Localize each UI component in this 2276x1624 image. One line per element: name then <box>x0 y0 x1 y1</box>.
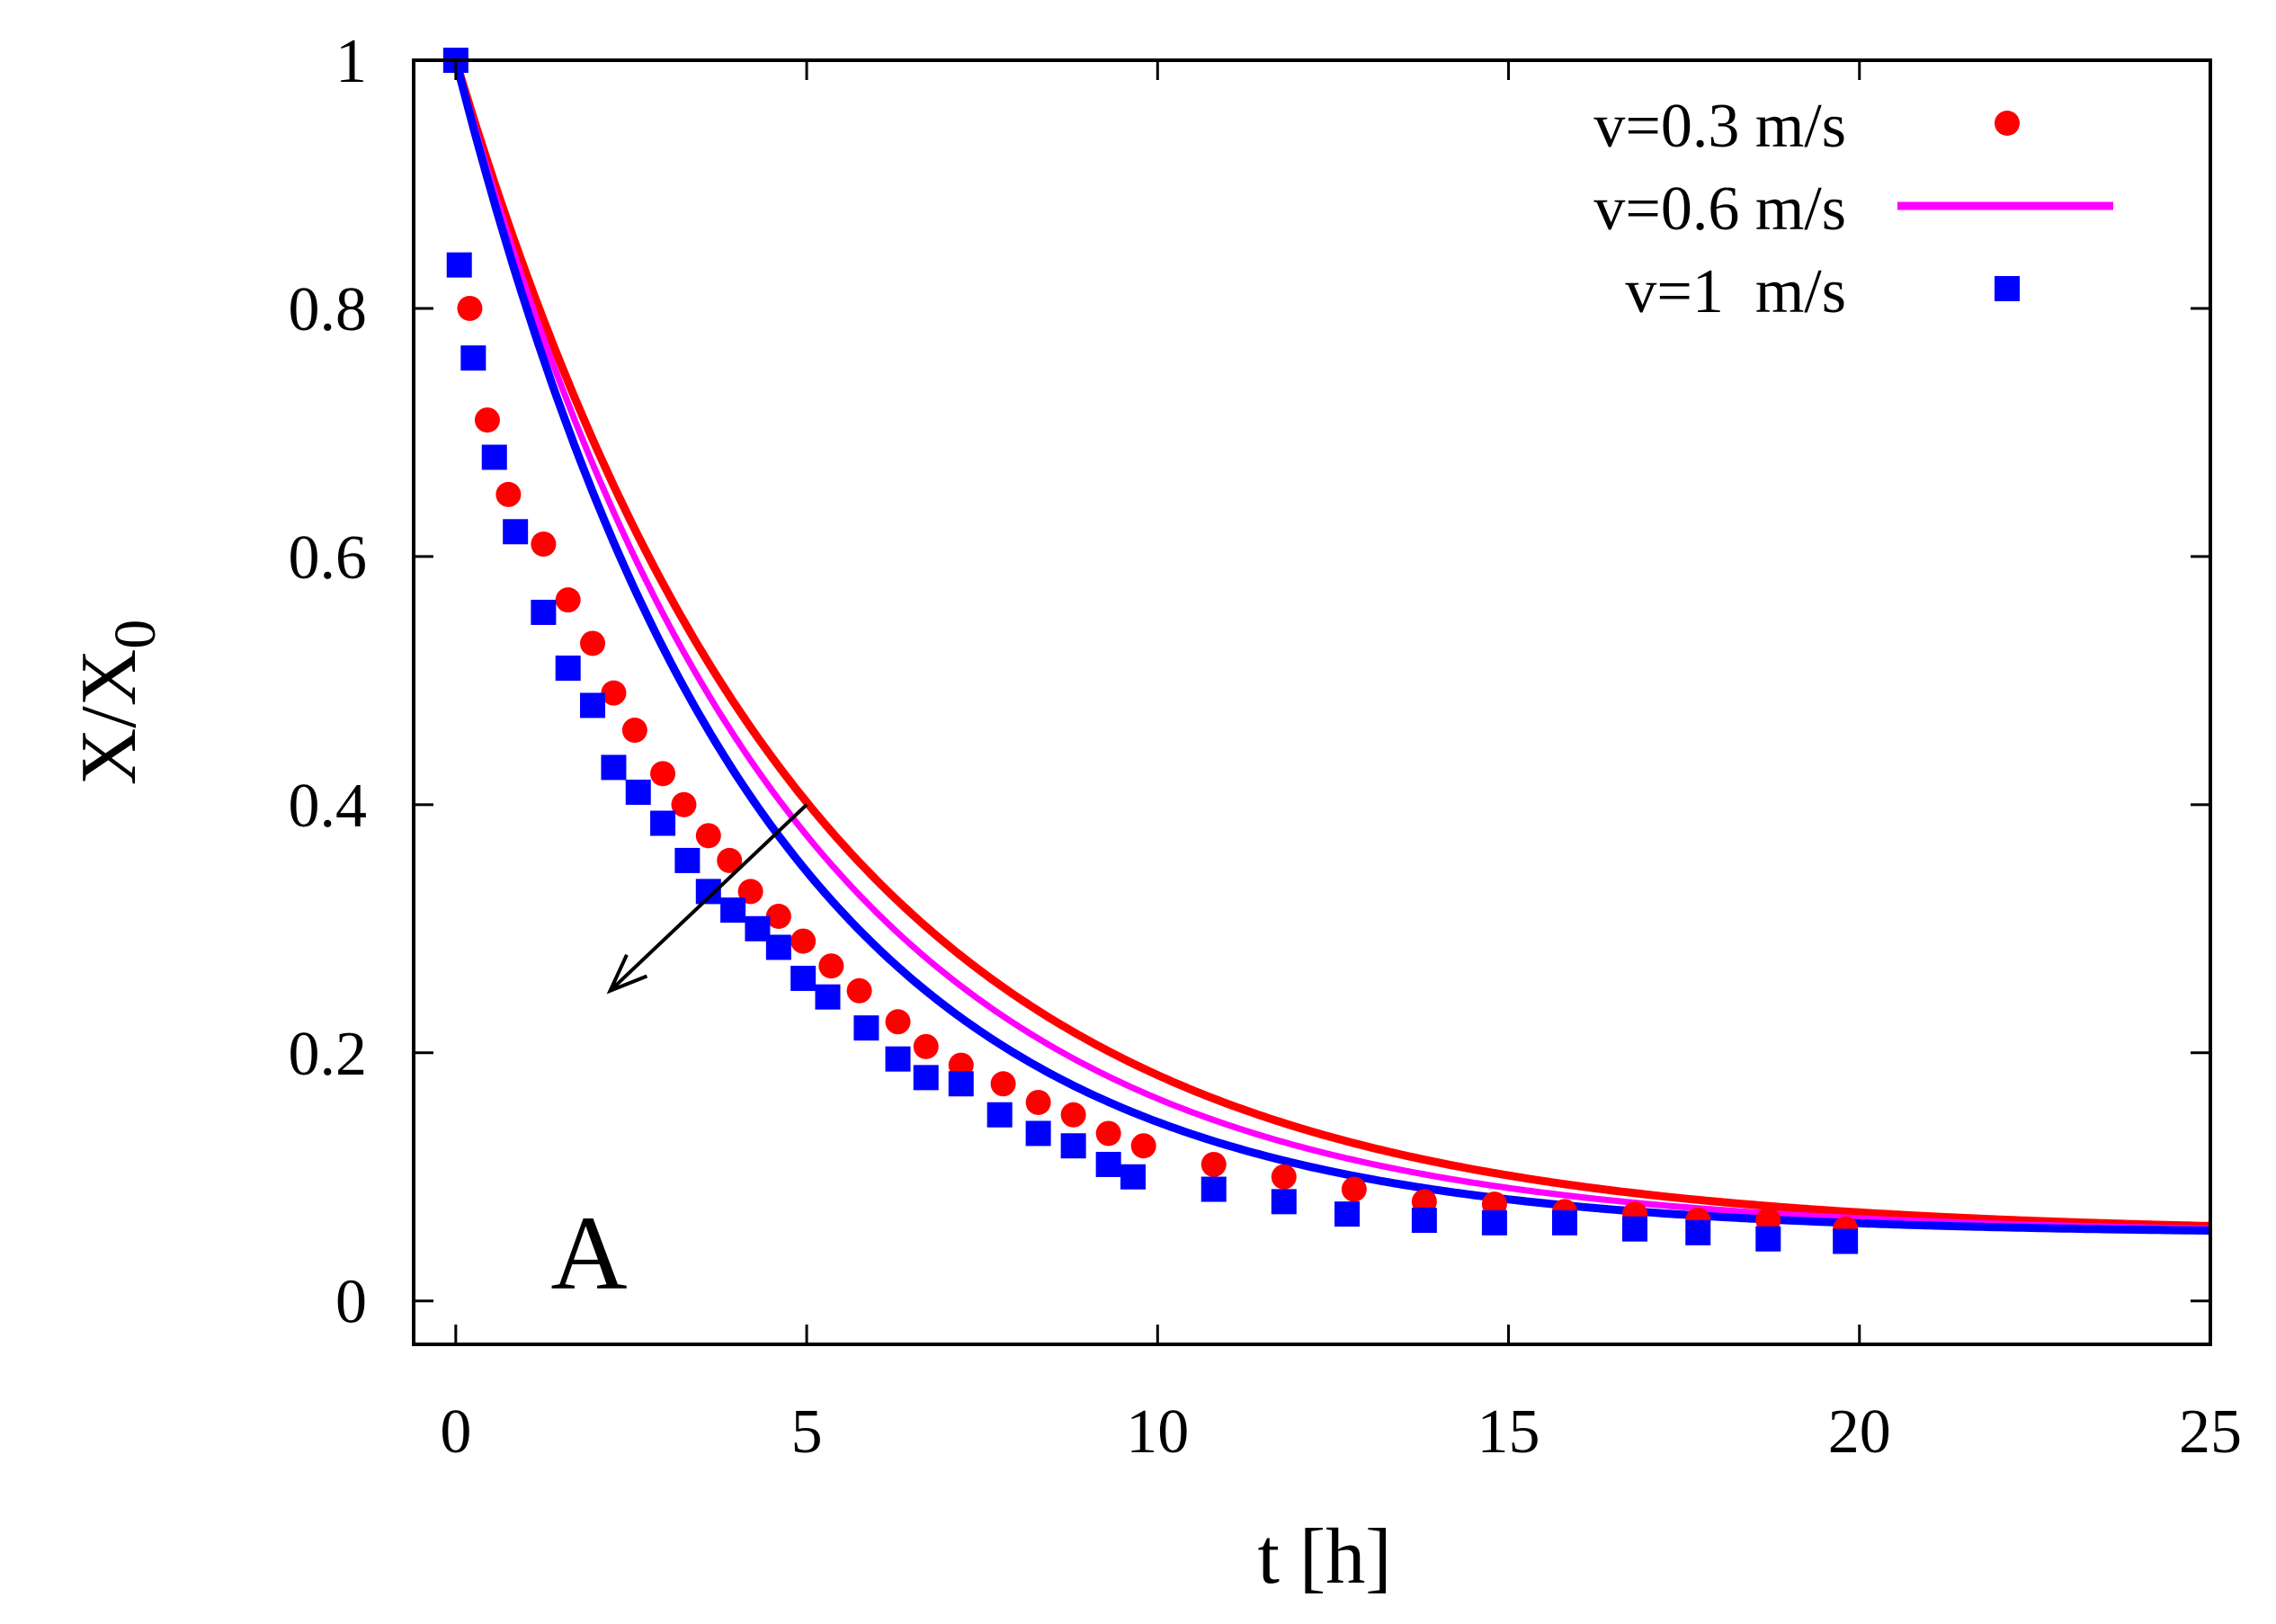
axis-ticks <box>414 58 2212 1344</box>
data-point-square <box>1411 1208 1437 1234</box>
x-tick-label: 20 <box>1828 1397 1891 1467</box>
data-point-square <box>948 1071 974 1097</box>
data-point-circle <box>1060 1102 1086 1128</box>
x-tick-label: 25 <box>2179 1397 2242 1467</box>
data-point-square <box>1334 1201 1361 1227</box>
y-tick-label: 0.6 <box>289 523 368 593</box>
data-point-circle <box>650 761 676 787</box>
plot-frame <box>412 58 2212 1346</box>
tick-labels: 0 5 10 15 20 25 0 0.2 0.4 0.6 0.8 1 <box>289 27 2243 1467</box>
data-point-circle <box>580 630 606 656</box>
y-tick-label: 0.8 <box>289 275 368 344</box>
data-point-square <box>1622 1216 1648 1242</box>
data-point-square <box>1120 1164 1146 1190</box>
data-point-circle <box>457 295 483 321</box>
data-point-square <box>986 1102 1013 1128</box>
data-point-circle <box>671 791 697 817</box>
x-tick-label: 10 <box>1126 1397 1189 1467</box>
y-axis-label-main: X/X <box>66 649 153 786</box>
data-point-square <box>1095 1151 1121 1177</box>
data-point-square <box>601 754 627 781</box>
data-point-square <box>446 252 472 278</box>
data-point-circle <box>495 481 522 507</box>
data-point-square <box>531 599 557 625</box>
data-point-circle <box>531 531 557 558</box>
data-point-circle <box>1130 1133 1156 1159</box>
data-point-circle <box>1271 1164 1297 1190</box>
arrow-head <box>606 954 648 995</box>
fit-curve-1 <box>452 59 2211 1232</box>
data-point-circle <box>1025 1089 1051 1115</box>
legend-marker-v1 <box>1995 276 2020 301</box>
data-point-circle <box>1200 1151 1227 1177</box>
data-point-square <box>765 934 791 960</box>
data-point-square <box>1755 1226 1781 1252</box>
y-tick-label: 0.4 <box>289 772 368 841</box>
trend-arrow <box>606 803 808 995</box>
data-point-circle <box>885 1009 911 1035</box>
data-point-square <box>790 965 817 991</box>
data-point-square <box>1060 1133 1086 1159</box>
data-point-circle <box>621 718 647 744</box>
fit-curve-2 <box>451 58 2210 1235</box>
data-point-circle <box>990 1071 1016 1097</box>
y-axis-label: X/X0 <box>66 620 168 786</box>
data-point-circle <box>1095 1120 1121 1147</box>
fit-curve-0 <box>451 58 2211 1230</box>
data-point-square <box>1200 1176 1227 1202</box>
data-point-circle <box>695 823 721 849</box>
data-point-square <box>1025 1120 1051 1147</box>
data-point-square <box>625 780 651 806</box>
data-point-circle <box>765 904 791 929</box>
x-tick-label: 0 <box>440 1397 471 1467</box>
y-tick-label: 1 <box>335 27 367 96</box>
data-point-circle <box>913 1033 939 1059</box>
data-point-circle <box>717 847 743 873</box>
legend-label-v06: v=0.6 m/s <box>1593 174 1846 244</box>
data-point-square <box>720 897 746 924</box>
data-point-square <box>481 444 507 470</box>
legend-marker-v03 <box>1995 111 2020 136</box>
legend-label-v03: v=0.3 m/s <box>1593 92 1846 161</box>
data-point-square <box>1481 1209 1507 1236</box>
data-point-square <box>885 1046 911 1072</box>
legend: v=0.3 m/s v=0.6 m/s v=1 m/s <box>1593 92 2113 326</box>
y-tick-label: 0.2 <box>289 1020 368 1089</box>
data-point-square <box>853 1015 879 1041</box>
x-axis-label: t [h] <box>1257 1513 1391 1601</box>
x-tick-label: 5 <box>791 1397 823 1467</box>
data-point-circle <box>818 953 844 979</box>
data-point-circle <box>474 407 500 433</box>
data-point-square <box>745 915 771 941</box>
data-points <box>442 48 1859 1254</box>
data-point-square <box>815 984 841 1010</box>
panel-label: A <box>550 1194 627 1312</box>
data-point-square <box>1833 1228 1859 1254</box>
y-tick-label: 0 <box>335 1268 367 1337</box>
data-point-square <box>1271 1189 1297 1215</box>
data-point-square <box>1551 1209 1577 1236</box>
data-point-circle <box>790 928 817 954</box>
data-point-square <box>460 345 486 371</box>
data-point-circle <box>846 977 872 1004</box>
fit-curves <box>451 58 2211 1235</box>
data-point-square <box>674 847 701 873</box>
data-point-square <box>503 519 529 545</box>
data-point-square <box>650 810 676 836</box>
x-tick-label: 15 <box>1477 1397 1540 1467</box>
data-point-square <box>580 692 606 718</box>
data-point-square <box>555 656 581 682</box>
data-point-circle <box>1341 1176 1367 1202</box>
legend-label-v1: v=1 m/s <box>1625 257 1846 326</box>
data-point-square <box>913 1065 939 1091</box>
arrow-shaft <box>609 803 808 993</box>
data-point-circle <box>555 587 581 613</box>
data-point-circle <box>601 680 627 706</box>
y-axis-label-subscript: 0 <box>103 620 168 649</box>
data-point-square <box>1685 1219 1711 1245</box>
